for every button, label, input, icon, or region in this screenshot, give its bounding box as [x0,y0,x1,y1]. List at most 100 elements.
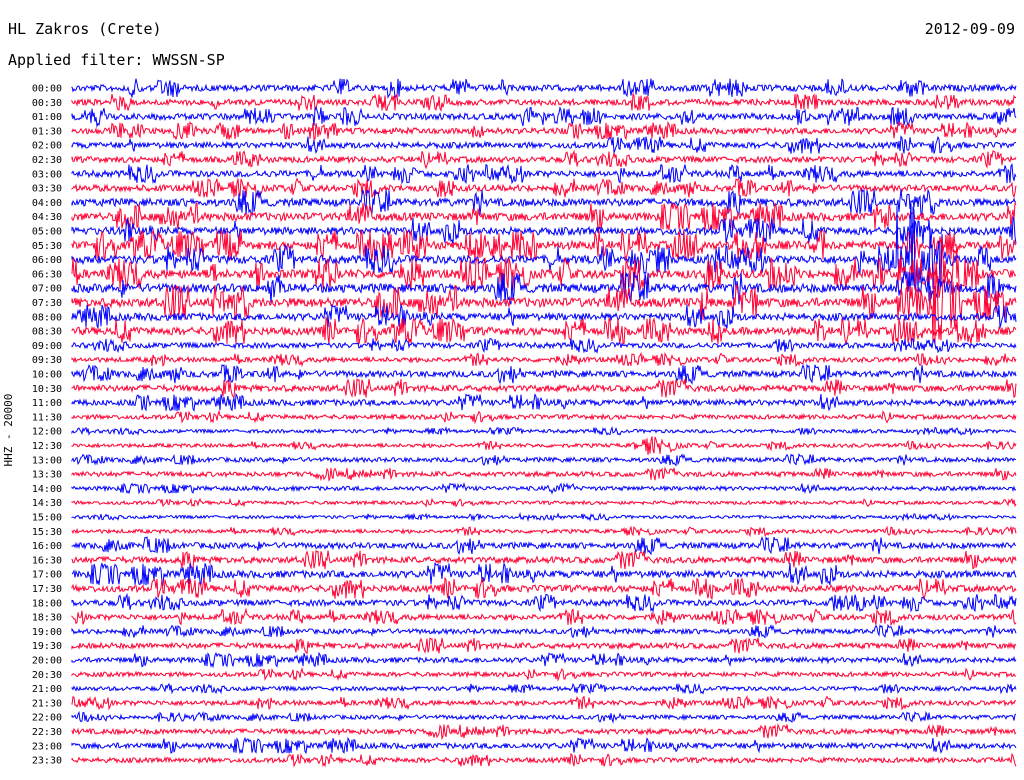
trace-1930 [71,637,1017,655]
row-time-label: 18:30 [32,613,62,624]
trace-0030 [71,92,1017,112]
row-time-label: 14:30 [32,498,62,509]
trace-0000 [71,78,1017,99]
row-time-label: 20:30 [32,670,62,681]
row-time-label: 12:30 [32,441,62,452]
trace-2300 [71,736,1017,755]
trace-0630 [71,238,1017,298]
row-time-label: 10:30 [32,384,62,395]
row-time-label: 21:30 [32,698,62,709]
trace-0530 [71,229,1017,262]
trace-0730 [71,261,1017,344]
trace-1200 [71,425,1017,436]
trace-1500 [71,512,1017,522]
trace-0400 [71,188,1017,218]
trace-1030 [71,378,1017,399]
trace-0300 [71,163,1017,185]
trace-1400 [71,482,1017,495]
row-time-label: 13:00 [32,455,62,466]
row-time-label: 10:00 [32,370,62,381]
row-time-label: 01:00 [32,112,62,123]
row-time-label: 00:00 [32,84,62,95]
trace-0330 [71,177,1017,199]
trace-2230 [71,723,1017,741]
trace-2100 [71,682,1017,695]
trace-1600 [71,536,1017,556]
row-time-label: 00:30 [32,98,62,109]
filter-label: Applied filter: WWSSN-SP [8,51,225,69]
row-time-label: 11:00 [32,398,62,409]
row-time-label: 22:00 [32,713,62,724]
date-label: 2012-09-09 [924,20,1015,38]
trace-2130 [71,694,1017,711]
row-time-label: 02:00 [32,141,62,152]
trace-2000 [71,651,1017,669]
row-time-label: 08:30 [32,327,62,338]
row-time-label: 17:30 [32,584,62,595]
row-time-label: 22:30 [32,727,62,738]
row-time-label: 03:00 [32,169,62,180]
trace-1800 [71,592,1017,614]
row-time-label: 15:00 [32,513,62,524]
trace-2030 [71,666,1017,682]
trace-1300 [71,452,1017,467]
trace-0100 [71,105,1017,128]
trace-0800 [71,303,1017,330]
row-time-label: 12:00 [32,427,62,438]
row-time-label: 06:00 [32,255,62,266]
trace-1900 [71,623,1017,639]
row-time-label: 03:30 [32,184,62,195]
row-time-label: 21:00 [32,684,62,695]
row-time-label: 23:30 [32,756,62,767]
row-time-label: 01:30 [32,126,62,137]
row-time-label: 15:30 [32,527,62,538]
trace-0930 [71,351,1017,368]
row-time-label: 18:00 [32,598,62,609]
trace-0200 [71,135,1017,154]
trace-0130 [71,120,1017,141]
trace-1430 [71,497,1017,508]
row-time-label: 14:00 [32,484,62,495]
trace-1000 [71,363,1017,385]
trace-1100 [71,392,1017,413]
trace-1700 [71,561,1017,587]
trace-2200 [71,710,1017,724]
trace-0230 [71,149,1017,170]
trace-1130 [71,409,1017,425]
row-time-label: 07:30 [32,298,62,309]
row-time-label: 16:30 [32,555,62,566]
trace-0900 [71,337,1017,354]
row-time-label: 11:30 [32,412,62,423]
row-time-label: 09:30 [32,355,62,366]
trace-0500 [71,215,1017,245]
row-time-label: 08:00 [32,312,62,323]
trace-1630 [71,549,1017,571]
row-time-label: 04:30 [32,212,62,223]
row-time-label: 19:00 [32,627,62,638]
row-time-label: 06:30 [32,269,62,280]
row-time-label: 19:30 [32,641,62,652]
row-time-label: 05:00 [32,227,62,238]
row-time-label: 23:00 [32,741,62,752]
trace-1530 [71,525,1017,538]
row-time-label: 13:30 [32,470,62,481]
row-time-label: 17:00 [32,570,62,581]
trace-0700 [71,270,1017,305]
row-time-label: 07:00 [32,284,62,295]
trace-0430 [71,201,1017,232]
trace-1730 [71,576,1017,601]
row-time-label: 02:30 [32,155,62,166]
row-time-label: 05:30 [32,241,62,252]
row-time-label: 09:00 [32,341,62,352]
trace-0600 [71,203,1017,302]
trace-2330 [71,752,1017,768]
trace-1230 [71,436,1017,455]
trace-1830 [71,607,1017,627]
trace-1330 [71,466,1017,482]
row-time-label: 16:00 [32,541,62,552]
row-time-label: 20:00 [32,656,62,667]
trace-0830 [71,316,1017,346]
row-time-label: 04:00 [32,198,62,209]
station-title: HL Zakros (Crete) [8,20,162,38]
